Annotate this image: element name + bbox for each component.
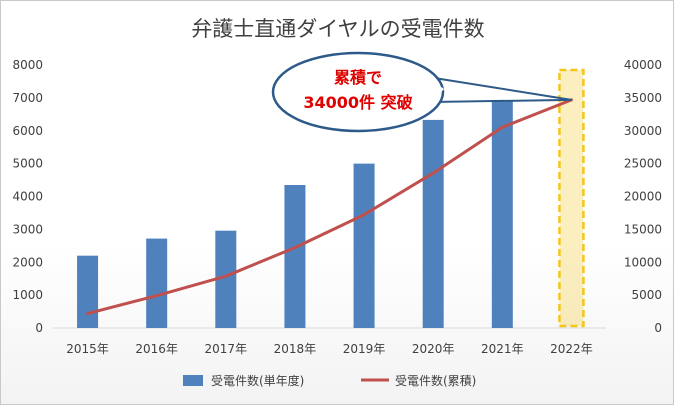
legend: 受電件数(単年度) 受電件数(累積) [183,373,476,388]
left-axis: 0 1000 2000 3000 4000 5000 6000 7000 8000 [12,58,43,335]
bar-series [77,98,513,329]
chart-title: 弁護士直通ダイヤルの受電件数 [191,17,484,41]
x-axis: 2015年 2016年 2017年 2018年 2019年 2020年 2021年 2022年 [66,342,592,356]
right-tick-label: 30000 [624,124,662,138]
callout-join [430,79,444,100]
left-tick-label: 5000 [12,157,43,171]
callout-line-2: 34000件 突破 [303,93,412,112]
x-tick-label: 2017年 [205,342,248,356]
left-tick-label: 8000 [12,58,43,72]
callout: 累積で 34000件 突破 [271,51,572,133]
x-tick-label: 2021年 [481,342,524,356]
line-series [86,98,573,316]
legend-bar-swatch [183,375,203,386]
right-tick-label: 25000 [624,157,662,171]
right-tick-label: 40000 [624,58,662,72]
callout-bubble [271,51,445,133]
right-tick-label: 15000 [624,222,662,236]
left-tick-label: 7000 [12,91,43,105]
callout-line-1: 累積で [334,68,382,87]
legend-line-label: 受電件数(累積) [395,373,476,388]
bar [284,184,306,328]
x-tick-label: 2022年 [550,342,593,356]
bar [146,238,168,328]
right-tick-label: 35000 [624,91,662,105]
left-tick-label: 4000 [12,190,43,204]
callout-pointer [426,75,572,104]
bar [215,230,237,328]
x-tick-label: 2015年 [66,342,109,356]
left-tick-label: 6000 [12,124,43,138]
x-tick-label: 2019年 [343,342,386,356]
left-tick-label: 0 [35,321,43,335]
legend-bar-label: 受電件数(単年度) [211,373,304,388]
left-tick-label: 1000 [12,288,43,302]
x-tick-label: 2020年 [412,342,455,356]
bar [353,163,375,328]
highlight-box [558,68,585,328]
right-tick-label: 5000 [631,288,662,302]
x-tick-label: 2016年 [135,342,178,356]
highlight-layer [558,68,585,328]
right-tick-label: 20000 [624,190,662,204]
cumulative-line [86,98,573,316]
x-tick-label: 2018年 [274,342,317,356]
left-tick-label: 2000 [12,255,43,269]
bar [491,98,513,328]
right-axis: 0 5000 10000 15000 20000 25000 30000 35000 40000 [624,58,662,335]
left-tick-label: 3000 [12,222,43,236]
bar [77,255,99,328]
bar [422,119,444,329]
right-tick-label: 10000 [624,255,662,269]
right-tick-label: 0 [654,321,662,335]
